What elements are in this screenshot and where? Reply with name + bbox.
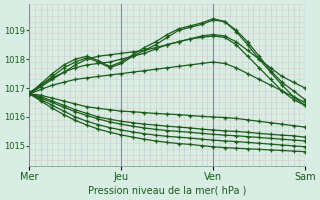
X-axis label: Pression niveau de la mer( hPa ): Pression niveau de la mer( hPa ) [88, 186, 246, 196]
